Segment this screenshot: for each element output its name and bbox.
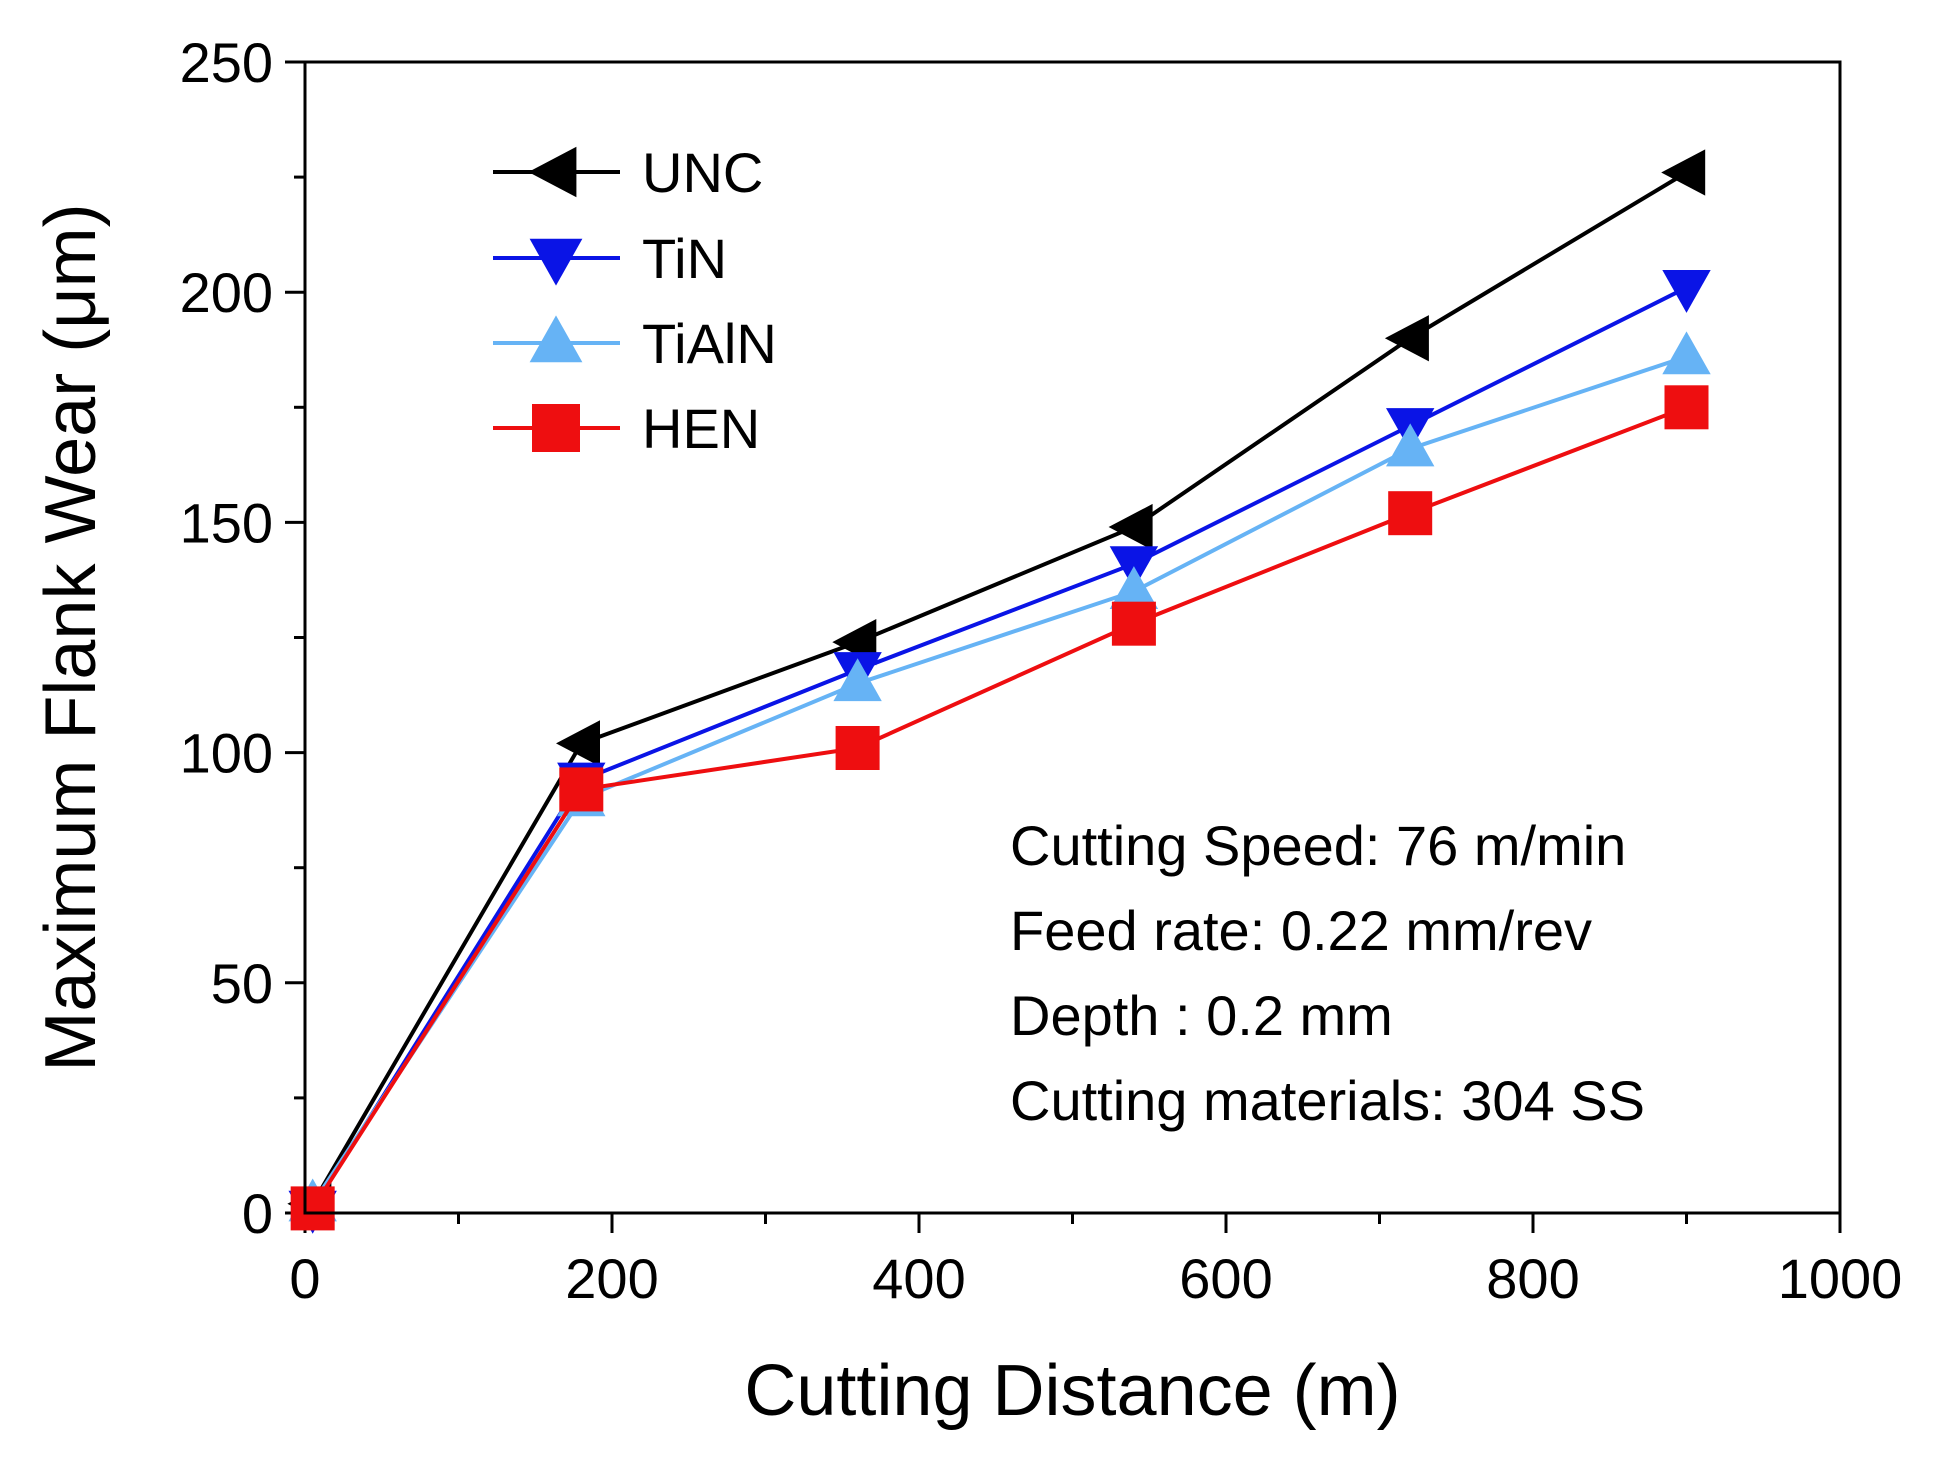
x-tick-label: 0 bbox=[289, 1247, 320, 1310]
data-point-unc bbox=[1384, 315, 1429, 362]
legend-item-tin: TiN bbox=[493, 227, 727, 290]
legend-label-hen: HEN bbox=[642, 397, 760, 460]
data-point-tin bbox=[1662, 269, 1711, 313]
legend-item-tialn: TiAlN bbox=[493, 312, 777, 375]
legend-item-unc: UNC bbox=[493, 141, 763, 204]
legend-marker-unc bbox=[528, 146, 577, 198]
data-point-unc bbox=[1108, 503, 1153, 551]
data-point-tialn bbox=[833, 658, 882, 702]
x-tick-label: 800 bbox=[1486, 1247, 1579, 1310]
data-point-hen bbox=[290, 1186, 335, 1231]
annotation-line: Depth : 0.2 mm bbox=[1010, 984, 1393, 1047]
x-tick-label: 400 bbox=[872, 1247, 965, 1310]
y-axis-title: Maximum Flank Wear (μm) bbox=[31, 203, 111, 1071]
axis-ticks bbox=[285, 60, 1842, 1233]
y-tick-label: 100 bbox=[180, 722, 273, 785]
data-point-unc bbox=[556, 720, 600, 767]
series-unc bbox=[287, 149, 1706, 1227]
legend-item-hen: HEN bbox=[493, 397, 760, 460]
data-point-hen bbox=[835, 725, 880, 770]
data-point-hen bbox=[1664, 385, 1709, 430]
legend-marker-tin bbox=[529, 238, 583, 286]
legend-marker-tialn bbox=[529, 315, 583, 363]
series-hen bbox=[290, 385, 1709, 1231]
data-point-hen bbox=[559, 767, 604, 812]
series-line-unc bbox=[310, 170, 1688, 1205]
series-group bbox=[287, 149, 1711, 1234]
annotation-line: Cutting Speed: 76 m/min bbox=[1010, 814, 1626, 877]
data-point-unc bbox=[1661, 149, 1706, 196]
plot-frame bbox=[303, 60, 1842, 1215]
legend-marker-hen bbox=[532, 404, 580, 452]
tick-labels: 0 200 400 600 800 1000 0 50 100 150 200 250 bbox=[180, 31, 1903, 1310]
y-tick-label: 200 bbox=[180, 261, 273, 324]
legend-label-tin: TiN bbox=[642, 227, 727, 290]
x-tick-label: 600 bbox=[1179, 1247, 1272, 1310]
x-tick-label: 1000 bbox=[1778, 1247, 1903, 1310]
data-point-hen bbox=[1111, 601, 1156, 646]
data-point-tialn bbox=[1386, 423, 1435, 467]
x-axis-title: Cutting Distance (m) bbox=[744, 1351, 1400, 1431]
y-tick-label: 250 bbox=[180, 31, 273, 94]
data-point-tialn bbox=[1662, 331, 1711, 375]
annotation-block: Cutting Speed: 76 m/min Feed rate: 0.22 m… bbox=[1010, 814, 1645, 1132]
series-line-hen bbox=[310, 405, 1688, 1210]
x-tick-label: 200 bbox=[565, 1247, 658, 1310]
series-line-tin bbox=[310, 285, 1688, 1210]
y-tick-label: 0 bbox=[242, 1182, 273, 1245]
annotation-line: Feed rate: 0.22 mm/rev bbox=[1010, 899, 1592, 962]
data-point-tialn bbox=[1109, 566, 1159, 610]
series-line-tialn bbox=[311, 354, 1688, 1205]
legend: UNC TiN TiAlN HEN bbox=[493, 141, 777, 460]
legend-label-unc: UNC bbox=[642, 141, 763, 204]
data-point-hen bbox=[1388, 491, 1433, 536]
legend-label-tialn: TiAlN bbox=[642, 312, 777, 375]
y-tick-label: 150 bbox=[180, 491, 273, 554]
y-tick-label: 50 bbox=[211, 952, 273, 1015]
annotation-line: Cutting materials: 304 SS bbox=[1010, 1069, 1645, 1132]
